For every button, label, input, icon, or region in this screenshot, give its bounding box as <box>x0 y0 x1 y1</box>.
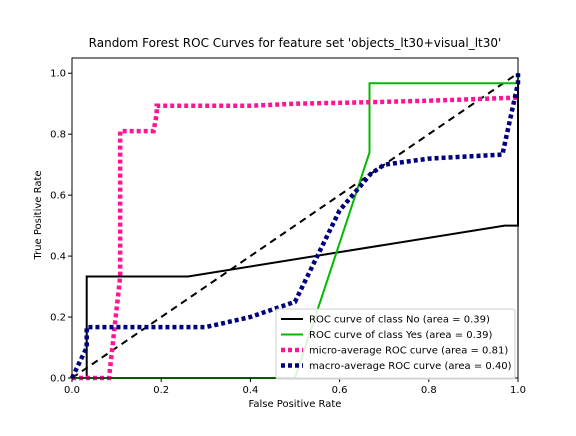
x-tick-label: 0.2 <box>153 385 169 396</box>
y-axis-label: True Positive Rate <box>33 170 44 260</box>
x-tick-label: 0.4 <box>242 385 258 396</box>
y-tick-label: 0.8 <box>50 130 66 141</box>
legend-label: micro-average ROC curve (area = 0.81) <box>309 346 508 357</box>
x-tick-label: 1.0 <box>510 385 526 396</box>
y-tick-label: 1.0 <box>50 69 66 80</box>
legend: ROC curve of class No (area = 0.39) ROC c… <box>275 308 516 380</box>
x-tick-label: 0.0 <box>64 385 80 396</box>
legend-box <box>275 308 516 380</box>
x-tick-label: 0.6 <box>332 385 348 396</box>
y-tick-label: 0.2 <box>50 313 66 324</box>
series-line-2 <box>72 95 519 381</box>
x-tick-label: 0.8 <box>421 385 437 396</box>
y-tick-label: 0.4 <box>50 252 66 263</box>
y-axis-ticks: 0.0 0.2 0.4 0.6 0.8 1.0 <box>50 69 72 385</box>
y-tick-label: 0.6 <box>50 191 66 202</box>
y-tick-label: 0.0 <box>50 374 66 385</box>
chart-title: Random Forest ROC Curves for feature set… <box>89 36 502 50</box>
legend-label: ROC curve of class No (area = 0.39) <box>309 315 490 326</box>
legend-label: ROC curve of class Yes (area = 0.39) <box>309 330 493 341</box>
x-axis-ticks: 0.0 0.2 0.4 0.6 0.8 1.0 <box>64 378 526 396</box>
series-line-3 <box>69 73 521 379</box>
legend-label: macro-average ROC curve (area = 0.40) <box>309 361 512 372</box>
x-axis-label: False Positive Rate <box>249 399 342 410</box>
